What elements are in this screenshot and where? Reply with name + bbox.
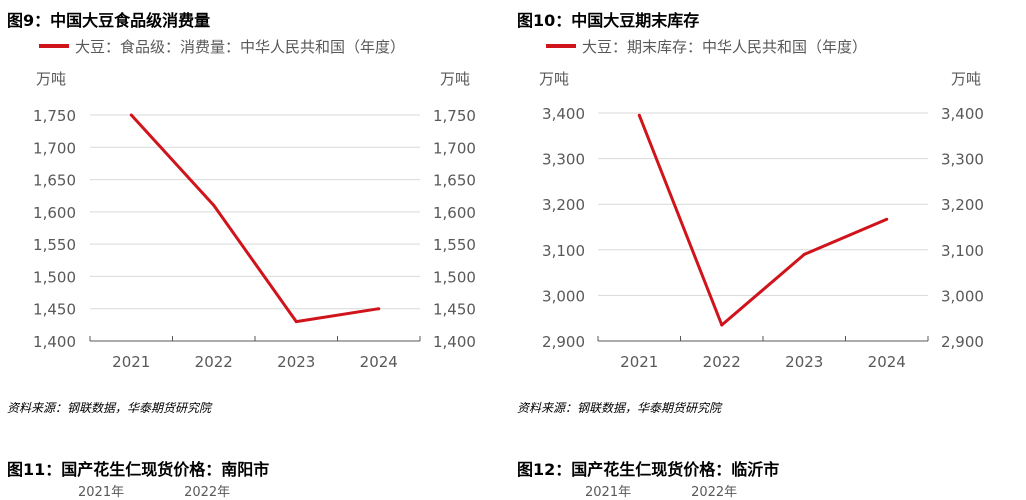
series-line: [637, 114, 888, 327]
data-point: [802, 252, 806, 256]
y-axis-unit-right: 万吨: [951, 70, 981, 88]
source-note: 资料来源：钢联数据，华泰期货研究院: [7, 401, 212, 415]
y-tick-label-right: 3,000: [941, 287, 984, 305]
y-tick-label-left: 1,500: [33, 268, 76, 286]
x-tick-label: 2022: [195, 353, 233, 371]
data-point: [212, 203, 216, 207]
x-tick-label: 2024: [360, 353, 398, 371]
y-tick-label-left: 3,000: [542, 287, 585, 305]
data-point: [885, 217, 889, 221]
next-figure-title: 图12：国产花生仁现货价格：临沂市: [517, 460, 780, 479]
y-tick-label-left: 1,450: [33, 301, 76, 319]
data-point: [720, 323, 724, 327]
chart-panel-fig9: 图9：中国大豆食品级消费量 大豆：食品级：消费量：中华人民共和国（年度） 万吨 万吨…: [0, 0, 500, 430]
y-axis-unit-left: 万吨: [36, 70, 66, 88]
next-figure-legend: 2021年 2022年: [585, 481, 797, 500]
chart-plot: 大豆：期末库存：中华人民共和国（年度） 万吨 万吨 2,900 2,900 3,000 3,…: [539, 38, 984, 371]
y-tick-label-right: 1,400: [433, 333, 476, 351]
y-tick-label-right: 3,400: [941, 105, 984, 123]
data-point: [129, 113, 133, 117]
x-tick-label: 2021: [112, 353, 150, 371]
y-tick-label-right: 2,900: [941, 333, 984, 351]
y-tick-label-right: 1,600: [433, 204, 476, 222]
source-note: 资料来源：钢联数据，华泰期货研究院: [517, 401, 722, 415]
y-axis-unit-right: 万吨: [440, 70, 470, 88]
y-tick-label-right: 3,100: [941, 242, 984, 260]
x-tick-label: 2024: [868, 353, 906, 371]
chart-title: 图9：中国大豆食品级消费量: [7, 11, 211, 30]
y-tick-label-left: 3,100: [542, 242, 585, 260]
next-figure-title: 图11：国产花生仁现货价格：南阳市: [7, 460, 270, 479]
legend-label: 大豆：食品级：消费量：中华人民共和国（年度）: [75, 38, 405, 56]
y-tick-label-left: 1,700: [33, 139, 76, 157]
x-tick-label: 2022: [703, 353, 741, 371]
y-tick-label-left: 1,650: [33, 172, 76, 190]
y-tick-label-right: 1,700: [433, 139, 476, 157]
chart-plot: 大豆：食品级：消费量：中华人民共和国（年度） 万吨 万吨 1,400 1,400 1,45…: [33, 38, 476, 371]
y-tick-label-right: 3,300: [941, 151, 984, 169]
chart-title: 图10：中国大豆期末库存: [517, 11, 700, 30]
y-tick-label-left: 1,550: [33, 236, 76, 254]
y-tick-label-left: 3,300: [542, 151, 585, 169]
y-tick-label-right: 1,450: [433, 301, 476, 319]
next-figure-legend: 2021年 2022年: [78, 481, 290, 500]
data-point: [294, 320, 298, 324]
data-point: [637, 113, 641, 117]
y-tick-label-left: 3,400: [542, 105, 585, 123]
y-axis-unit-left: 万吨: [539, 70, 569, 88]
y-tick-label-right: 3,200: [941, 196, 984, 214]
legend-item: 2021年: [78, 485, 125, 500]
legend-item: 2022年: [691, 485, 738, 500]
series-line: [130, 113, 380, 324]
y-tick-label-right: 1,550: [433, 236, 476, 254]
x-tick-label: 2023: [277, 353, 315, 371]
legend-item: 2021年: [585, 485, 632, 500]
y-tick-label-left: 1,600: [33, 204, 76, 222]
y-tick-label-right: 1,500: [433, 268, 476, 286]
data-point: [377, 307, 381, 311]
y-tick-label-right: 1,650: [433, 172, 476, 190]
y-tick-label-left: 1,750: [33, 107, 76, 125]
x-tick-label: 2023: [785, 353, 823, 371]
y-tick-label-left: 2,900: [542, 333, 585, 351]
y-tick-label-left: 1,400: [33, 333, 76, 351]
chart-panel-fig10: 图10：中国大豆期末库存 大豆：期末库存：中华人民共和国（年度） 万吨 万吨 2,90…: [510, 0, 1010, 430]
legend-label: 大豆：期末库存：中华人民共和国（年度）: [582, 38, 867, 56]
y-tick-label-right: 1,750: [433, 107, 476, 125]
y-tick-label-left: 3,200: [542, 196, 585, 214]
legend-item: 2022年: [184, 485, 231, 500]
x-tick-label: 2021: [620, 353, 658, 371]
